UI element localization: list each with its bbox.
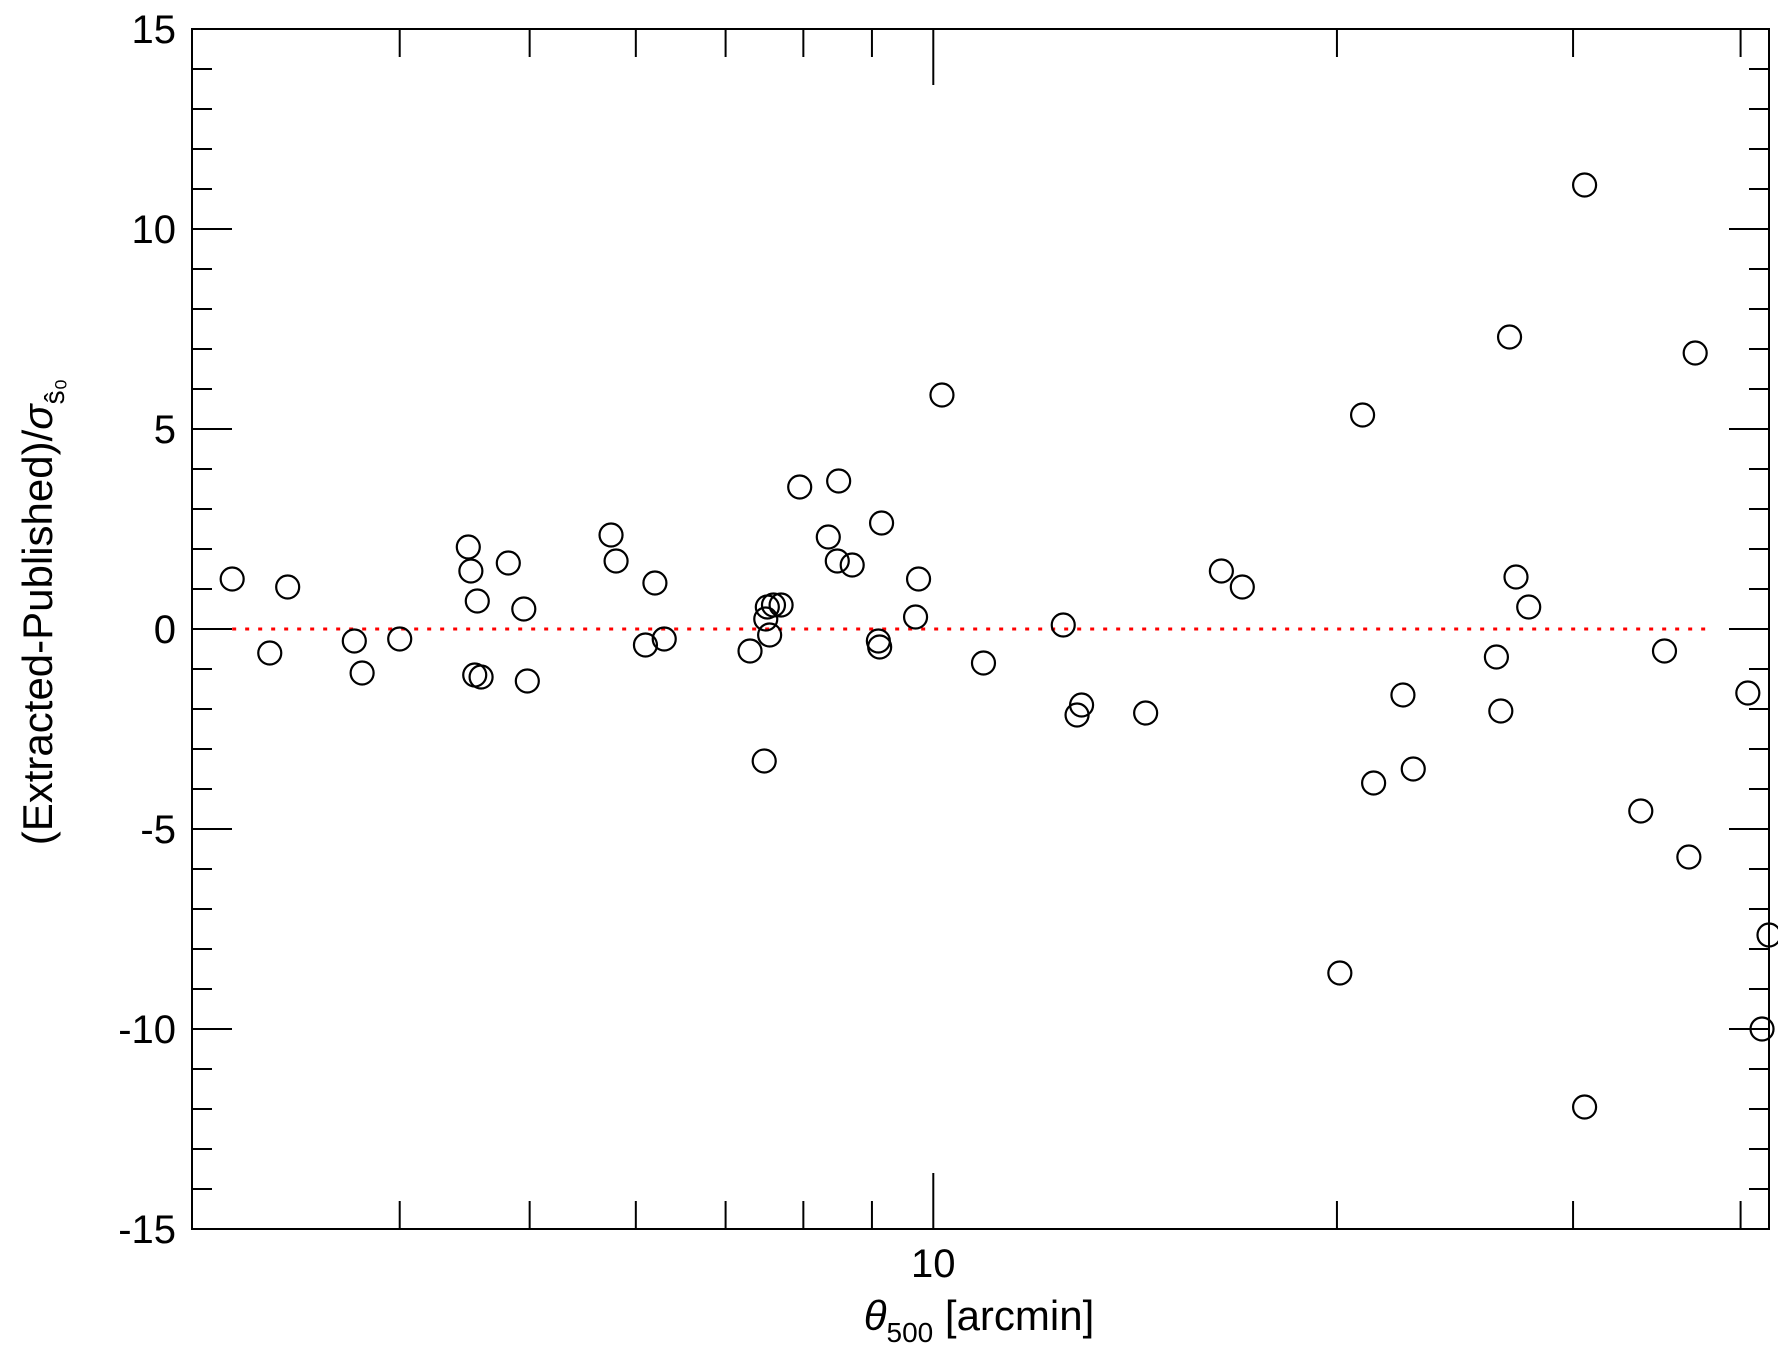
data-point [1735, 680, 1761, 706]
plot-frame [191, 28, 1770, 1230]
data-point [826, 468, 852, 494]
data-point [905, 566, 932, 592]
data-point [651, 626, 677, 652]
y-tick-label: 0 [154, 608, 176, 652]
data-point [1676, 844, 1702, 870]
data-point [632, 632, 659, 658]
data-point [387, 626, 413, 652]
data-point [1349, 402, 1376, 428]
data-point [598, 522, 624, 548]
data-point [603, 548, 629, 574]
data-point [787, 474, 813, 500]
x-tick-labels: 10 [911, 1242, 956, 1286]
data-point [1756, 922, 1778, 948]
data-point [1133, 700, 1159, 726]
y-tick-label: -10 [118, 1008, 176, 1052]
data-point [1571, 1094, 1598, 1120]
y-tick-label: -15 [118, 1208, 176, 1252]
data-point [1229, 574, 1255, 600]
data-point [1390, 682, 1416, 708]
x-axis-label: θ500 [arcmin] [864, 1292, 1095, 1348]
data-point [1400, 756, 1426, 782]
data-point [1503, 564, 1529, 590]
data-point [757, 622, 783, 648]
data-point [737, 638, 763, 664]
data-point [839, 552, 865, 578]
data-point [468, 664, 494, 690]
y-tick-label: 10 [132, 208, 177, 252]
data-point [751, 748, 777, 774]
data-point [1651, 638, 1678, 664]
data-point [1682, 340, 1708, 366]
data-point [1488, 698, 1514, 724]
data-point [341, 628, 367, 654]
data-point [760, 592, 787, 618]
data-point [815, 524, 841, 550]
data-point [768, 592, 794, 618]
data-points [219, 172, 1778, 1120]
data-point [349, 660, 375, 686]
data-point [824, 548, 850, 574]
data-point [1483, 644, 1510, 670]
data-point [1327, 960, 1353, 986]
data-point [1496, 324, 1523, 350]
y-axis-label: (Extracted-Published)/σŝ₀ [14, 379, 70, 845]
data-point [1068, 692, 1095, 718]
y-tick-label: 15 [132, 8, 177, 52]
data-point [902, 604, 929, 630]
y-tick-label: -5 [140, 808, 176, 852]
data-point [1050, 612, 1076, 638]
data-point [1571, 172, 1598, 198]
data-point [929, 382, 955, 408]
data-point [464, 588, 490, 614]
data-point [1516, 594, 1542, 620]
data-point [867, 634, 893, 660]
data-point [219, 566, 245, 592]
data-point [1628, 798, 1654, 824]
y-tick-labels: -15 -10 -5 0 5 10 15 [118, 8, 176, 1252]
data-point [514, 668, 540, 694]
data-point [257, 640, 283, 666]
data-point [1361, 770, 1387, 796]
data-point [1208, 558, 1234, 584]
data-point [455, 534, 481, 560]
data-point [511, 596, 537, 622]
data-point [1749, 1016, 1775, 1042]
data-point [642, 570, 668, 596]
data-point [495, 550, 521, 576]
data-point [753, 606, 779, 632]
data-point [458, 558, 484, 584]
data-point [970, 650, 997, 676]
data-point [868, 510, 895, 536]
data-point [275, 574, 301, 600]
x-tick-label: 10 [911, 1242, 956, 1286]
y-tick-label: 5 [154, 408, 176, 452]
